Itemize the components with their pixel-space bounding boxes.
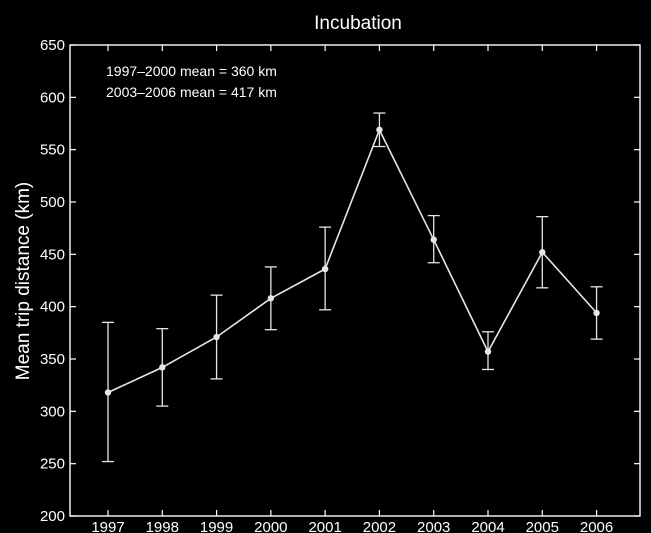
y-tick-label-400: 400 (40, 299, 65, 316)
data-point-1998 (159, 364, 166, 371)
annotation-1997-2000-mean: 1997–2000 mean = 360 km (106, 63, 277, 79)
chart-title: Incubation (314, 13, 402, 34)
y-tick-label-350: 350 (40, 351, 65, 368)
y-tick-label-200: 200 (40, 508, 65, 525)
x-tick-label-2001: 2001 (308, 519, 341, 533)
data-point-2002 (376, 126, 383, 133)
data-point-2004 (484, 348, 492, 355)
y-tick-label-450: 450 (40, 246, 65, 263)
x-tick-label-2005: 2005 (526, 519, 559, 533)
series-mean-trip-distance (102, 112, 603, 463)
x-tick-label-1998: 1998 (146, 519, 179, 533)
data-point-1999 (213, 333, 220, 341)
y-tick-label-300: 300 (40, 403, 65, 420)
axes: 200 250 300 350 400 450 500 550 600 650 1997 1998 19… (40, 37, 641, 533)
x-tick-label-2003: 2003 (417, 519, 450, 533)
series-line (107, 127, 598, 394)
y-tick-label-500: 500 (40, 194, 65, 211)
data-point-2001 (321, 265, 329, 273)
x-tick-label-2000: 2000 (254, 519, 287, 533)
data-point-2006 (593, 309, 600, 317)
y-tick-label-250: 250 (40, 456, 65, 473)
x-tick-label-2006: 2006 (580, 519, 613, 533)
y-axis-label: Mean trip distance (km) (13, 182, 34, 381)
data-point-1997 (104, 389, 112, 396)
x-tick-label-1999: 1999 (200, 519, 233, 533)
data-point-2000 (267, 295, 275, 302)
x-tick-label-2004: 2004 (471, 519, 504, 533)
annotation-2003-2006-mean: 2003–2006 mean = 417 km (106, 84, 277, 100)
plot-frame (69, 44, 641, 517)
y-tick-label-550: 550 (40, 142, 65, 159)
data-point-2005 (539, 249, 546, 256)
x-tick-label-2002: 2002 (363, 519, 396, 533)
y-tick-label-650: 650 (40, 37, 65, 54)
y-tick-label-600: 600 (40, 89, 65, 106)
x-tick-label-1997: 1997 (91, 519, 124, 533)
data-point-2003 (430, 236, 437, 243)
